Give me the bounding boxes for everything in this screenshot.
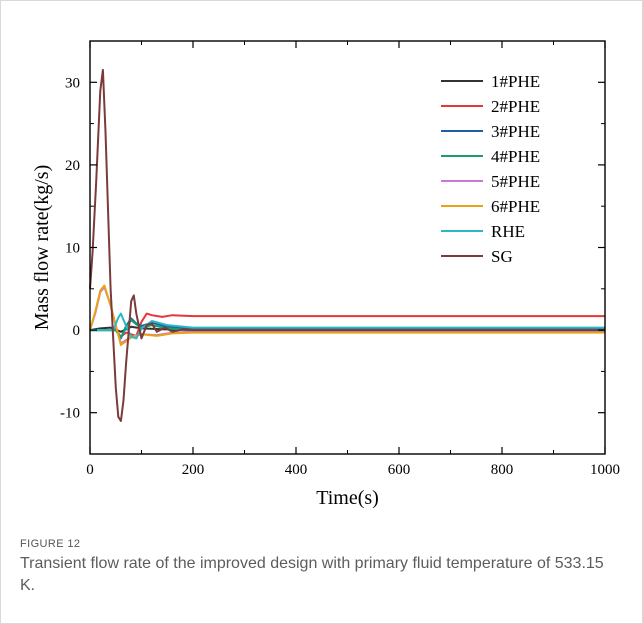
legend-label-1phe: 1#PHE xyxy=(491,72,540,91)
series-line-rhe xyxy=(90,312,605,340)
y-tick-label: 20 xyxy=(65,158,80,174)
legend-label-rhe: RHE xyxy=(491,222,525,241)
legend-label-3phe: 3#PHE xyxy=(491,122,540,141)
series-line-6phe xyxy=(89,284,605,346)
x-tick-label: 200 xyxy=(182,462,205,478)
figure-caption-text: Transient flow rate of the improved desi… xyxy=(20,555,604,594)
x-tick-label: 600 xyxy=(388,462,411,478)
y-tick-label: 10 xyxy=(65,241,80,257)
figure-label: FIGURE 12 xyxy=(20,538,81,550)
x-tick-label: 400 xyxy=(285,462,308,478)
x-tick-label: 0 xyxy=(86,462,94,478)
figure-caption: FIGURE 12 Transient flow rate of the imp… xyxy=(20,538,620,597)
y-tick-label: 30 xyxy=(65,75,80,91)
x-axis-title: Time(s) xyxy=(316,487,379,509)
legend-label-sg: SG xyxy=(491,247,513,266)
y-tick-label: -10 xyxy=(60,406,80,422)
line-chart: 0 200 400 600 800 1000 -10 0 10 20 30 Time(s) Mass f… xyxy=(31,40,620,509)
legend-label-2phe: 2#PHE xyxy=(491,97,540,116)
x-tick-label: 800 xyxy=(491,462,514,478)
x-tick-label: 1000 xyxy=(590,462,620,478)
y-axis-title: Mass flow rate(kg/s) xyxy=(31,165,53,331)
legend-label-4phe: 4#PHE xyxy=(491,147,540,166)
legend-label-5phe: 5#PHE xyxy=(491,172,540,191)
series-line-sg xyxy=(89,68,605,422)
y-tick-label: 0 xyxy=(73,323,81,339)
legend-label-6phe: 6#PHE xyxy=(491,197,540,216)
